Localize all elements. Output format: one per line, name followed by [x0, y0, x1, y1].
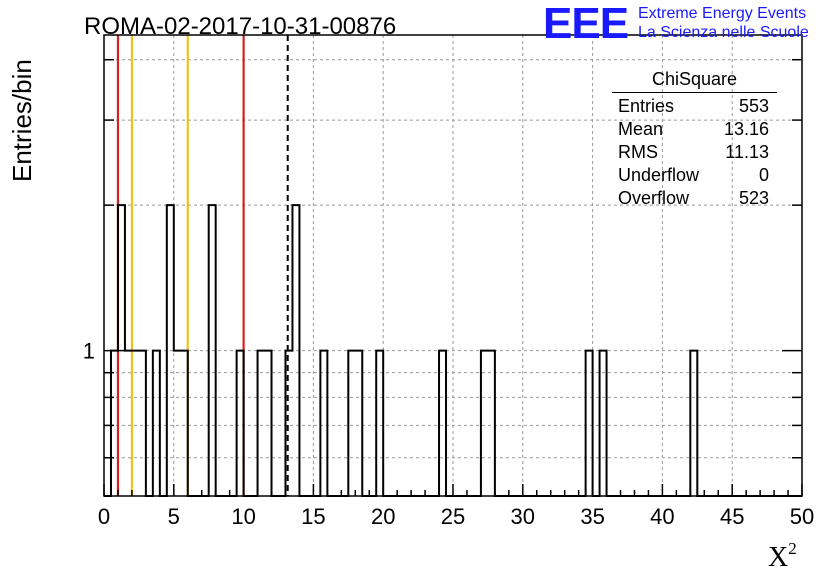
- stats-row: RMS 11.13: [612, 141, 777, 164]
- histogram-bin: [600, 351, 607, 496]
- logo-caption: Extreme Energy Events La Scienza nelle S…: [638, 4, 836, 42]
- histogram-bin: [237, 351, 244, 496]
- x-axis-label-superscript: 2: [788, 539, 797, 558]
- x-tick-label: 5: [168, 504, 180, 529]
- histogram-bin: [265, 351, 272, 496]
- histogram-bin: [181, 351, 188, 496]
- x-tick-label: 20: [371, 504, 395, 529]
- x-tick-label: 25: [441, 504, 465, 529]
- stats-value: 0: [758, 165, 769, 185]
- stats-label: RMS: [618, 142, 658, 162]
- stats-value: 11.13: [725, 142, 769, 162]
- logo-line-2: La Scienza nelle Scuole: [638, 24, 809, 41]
- x-axis-label-base: X: [768, 542, 788, 572]
- x-tick-label: 0: [98, 504, 110, 529]
- histogram-bin: [481, 351, 488, 496]
- x-tick-label: 35: [580, 504, 604, 529]
- x-tick-label: 15: [301, 504, 325, 529]
- x-tick-label: 40: [650, 504, 674, 529]
- histogram-bin: [174, 351, 181, 496]
- histogram-bin: [488, 351, 495, 496]
- stats-label: Mean: [618, 119, 664, 139]
- eee-logo: EEE Extreme Energy Events La Scienza nel…: [543, 0, 809, 48]
- histogram-bin: [376, 351, 383, 496]
- y-axis-label: Entries/bin: [7, 59, 37, 182]
- stats-row: Underflow 0: [612, 164, 777, 187]
- stats-label: Underflow: [618, 165, 700, 185]
- axes: 0 5 10 15 20 25 30 35 40 45 50 1: [83, 34, 814, 529]
- x-tick-label: 50: [790, 504, 814, 529]
- histogram-bin: [125, 351, 132, 496]
- histogram-bin: [292, 205, 299, 496]
- logo-line-1: Extreme Energy Events: [638, 5, 807, 22]
- histogram-bin: [209, 205, 216, 496]
- histogram-bin: [258, 351, 265, 496]
- stats-label: Entries: [618, 96, 675, 116]
- x-tick-label: 45: [720, 504, 744, 529]
- histogram-bin: [153, 351, 160, 496]
- stats-box: ChiSquare Entries 553 Mean 13.16 RMS 11.…: [612, 68, 777, 210]
- histogram-bin: [285, 351, 292, 496]
- x-tick-label: 30: [511, 504, 535, 529]
- histogram-bin: [167, 205, 174, 496]
- histogram-bin: [690, 351, 697, 496]
- stats-value: 13.16: [723, 119, 769, 139]
- stats-value: 523: [738, 188, 769, 208]
- x-tick-label: 10: [231, 504, 255, 529]
- histogram-bin: [320, 351, 327, 496]
- stats-row: Mean 13.16: [612, 118, 777, 141]
- stats-row: Overflow 523: [612, 187, 777, 210]
- y-tick-label: 1: [83, 339, 95, 364]
- stats-row: Entries 553: [612, 95, 777, 118]
- x-axis-label: X2: [768, 539, 797, 572]
- histogram-bin: [439, 351, 446, 496]
- stats-value: 553: [738, 96, 769, 116]
- histogram-bin: [132, 351, 139, 496]
- stats-label: Overflow: [618, 188, 690, 208]
- histogram-bin: [355, 351, 362, 496]
- logo-letters: EEE: [543, 0, 629, 48]
- stats-title: ChiSquare: [612, 68, 777, 93]
- histogram-bin: [348, 351, 355, 496]
- histogram-bin: [586, 351, 593, 496]
- histogram-bin: [139, 351, 146, 496]
